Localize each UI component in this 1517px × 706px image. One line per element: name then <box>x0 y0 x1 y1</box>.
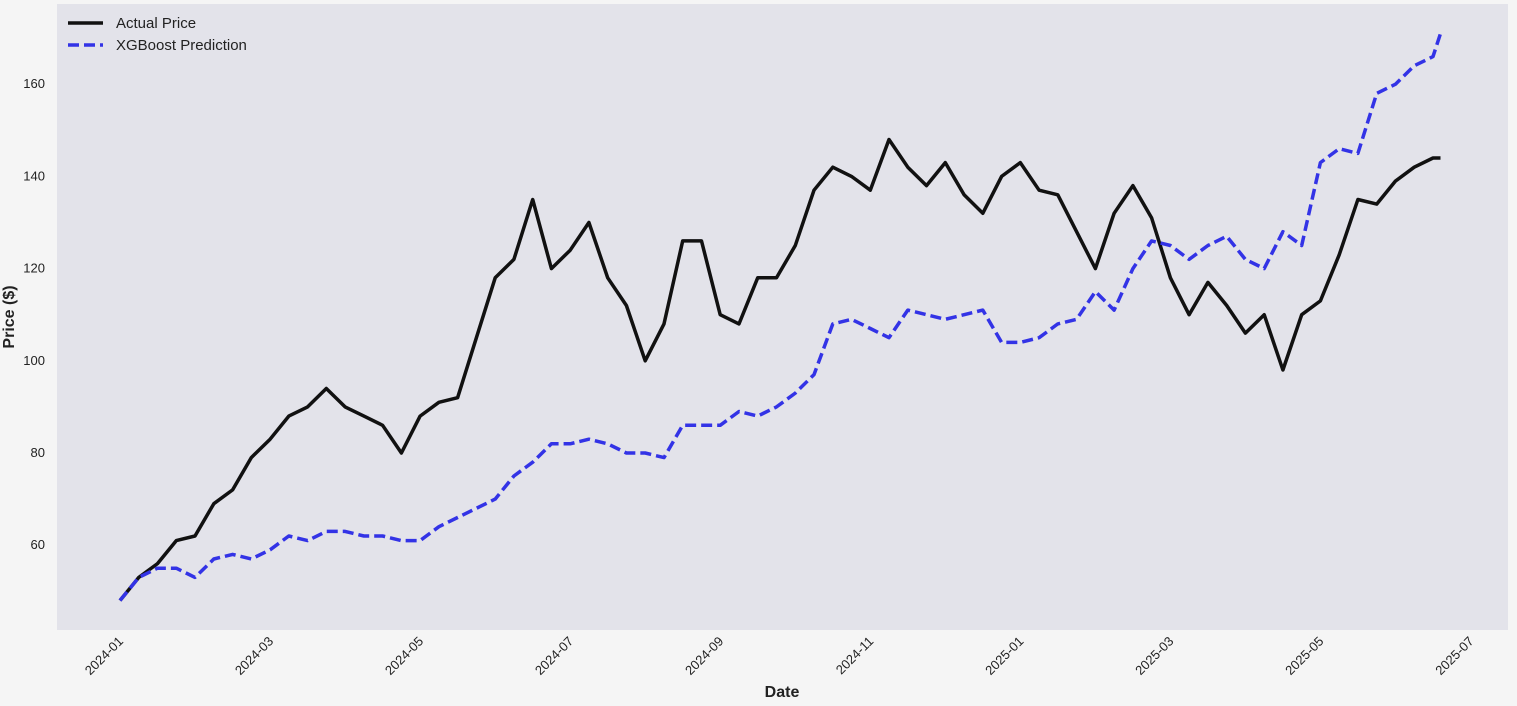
x-tick-label: 2025-05 <box>1282 634 1326 678</box>
x-tick-label: 2024-11 <box>833 634 877 678</box>
y-tick-label: 100 <box>23 353 45 368</box>
y-tick-label: 80 <box>31 445 45 460</box>
legend-label: XGBoost Prediction <box>116 37 247 54</box>
y-tick-label: 160 <box>23 76 45 91</box>
x-tick-label: 2025-03 <box>1132 634 1176 678</box>
y-axis-title: Price ($) <box>1 285 18 348</box>
x-axis-title: Date <box>765 684 800 701</box>
x-tick-label: 2024-01 <box>82 634 126 678</box>
x-tick-label: 2025-07 <box>1432 634 1476 678</box>
y-tick-label: 140 <box>23 168 45 183</box>
legend-label: Actual Price <box>116 15 196 32</box>
y-tick-label: 120 <box>23 261 45 276</box>
x-tick-label: 2024-07 <box>532 634 576 678</box>
y-tick-label: 60 <box>31 537 45 552</box>
data-line <box>118 32 1443 602</box>
x-tick-label: 2024-03 <box>232 634 276 678</box>
data-line <box>118 137 1441 602</box>
x-tick-label: 2024-09 <box>682 634 726 678</box>
x-tick-label: 2025-01 <box>982 634 1026 678</box>
plot-area <box>57 4 1508 630</box>
x-tick-label: 2024-05 <box>382 634 426 678</box>
